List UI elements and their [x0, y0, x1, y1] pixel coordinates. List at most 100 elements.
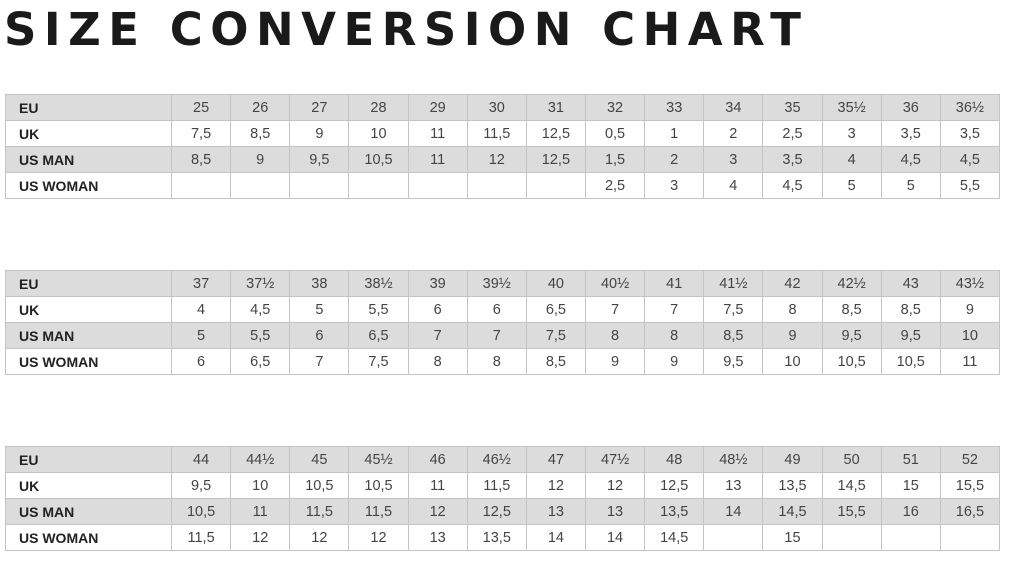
size-cell: 11 [407, 120, 468, 147]
size-cell: 15 [880, 472, 941, 499]
size-cell: 8,5 [525, 348, 586, 375]
size-cell: 14 [584, 524, 646, 551]
size-cell: 43 [880, 270, 941, 297]
size-cell: 4,5 [880, 146, 941, 173]
size-cell: 11 [407, 146, 468, 173]
size-cell: 51 [880, 446, 941, 473]
size-cell: 48½ [703, 446, 764, 473]
size-cell: 5,5 [939, 172, 1001, 199]
row-label: UK [5, 296, 172, 323]
size-cell: 10 [762, 348, 823, 375]
size-cell [821, 524, 882, 551]
size-cell: 11,5 [466, 120, 527, 147]
size-table-3: EU 44 44½ 45 45½ 46 46½ 47 47½ 48 48½ 49 50 51 52 UK 9,5… [5, 446, 1001, 551]
row-label: US WOMAN [5, 524, 172, 551]
size-cell: 2,5 [762, 120, 823, 147]
size-cell: 36½ [939, 94, 1001, 121]
size-cell: 9,5 [703, 348, 764, 375]
size-cell [348, 172, 409, 199]
size-cell: 11 [230, 498, 291, 525]
size-cell: 6 [170, 348, 232, 375]
size-cell: 9,5 [880, 322, 941, 349]
size-cell: 15,5 [821, 498, 882, 525]
size-cell: 25 [170, 94, 232, 121]
size-cell: 5 [880, 172, 941, 199]
size-cell: 11 [407, 472, 468, 499]
size-cell: 9 [289, 120, 350, 147]
size-cell: 12 [348, 524, 409, 551]
size-cell: 41½ [703, 270, 764, 297]
size-cell: 13,5 [762, 472, 823, 499]
size-cell: 47½ [584, 446, 646, 473]
size-cell: 8,5 [703, 322, 764, 349]
table-row-us-man: US MAN 5 5,5 6 6,5 7 7 7,5 8 8 8,5 9 9,5 9,5 10 [5, 322, 1001, 349]
size-cell: 11,5 [170, 524, 232, 551]
size-cell: 12,5 [525, 120, 586, 147]
size-cell [880, 524, 941, 551]
size-cell: 14 [703, 498, 764, 525]
size-cell: 37 [170, 270, 232, 297]
size-cell: 4 [170, 296, 232, 323]
size-cell: 49 [762, 446, 823, 473]
size-cell: 1,5 [584, 146, 646, 173]
row-label: UK [5, 120, 172, 147]
size-cell: 42 [762, 270, 823, 297]
size-cell: 3 [644, 172, 705, 199]
size-table-1: EU 25 26 27 28 29 30 31 32 33 34 35 35½ 36 36½ UK 7,5 8,5… [5, 94, 1001, 199]
size-cell: 6,5 [348, 322, 409, 349]
size-cell: 6 [407, 296, 468, 323]
size-cell: 13 [407, 524, 468, 551]
size-cell: 12 [230, 524, 291, 551]
size-cell: 14 [525, 524, 586, 551]
size-cell: 12 [466, 146, 527, 173]
size-cell [466, 172, 527, 199]
size-cell: 47 [525, 446, 586, 473]
size-cell: 7 [289, 348, 350, 375]
size-cell: 12 [289, 524, 350, 551]
row-label: US MAN [5, 322, 172, 349]
size-cell: 11,5 [466, 472, 527, 499]
row-label: UK [5, 472, 172, 499]
size-cell: 13,5 [466, 524, 527, 551]
size-cell [939, 524, 1001, 551]
size-cell: 2,5 [584, 172, 646, 199]
row-label: EU [5, 270, 172, 297]
size-cell: 8,5 [230, 120, 291, 147]
size-cell [230, 172, 291, 199]
size-cell: 12 [584, 472, 646, 499]
size-cell: 10 [230, 472, 291, 499]
size-cell: 1 [644, 120, 705, 147]
size-cell: 9,5 [170, 472, 232, 499]
size-cell: 29 [407, 94, 468, 121]
size-cell: 5 [170, 322, 232, 349]
table-row-us-woman: US WOMAN 6 6,5 7 7,5 8 8 8,5 9 9 9,5 10 10,5 10,5 11 [5, 348, 1001, 375]
size-cell: 3,5 [762, 146, 823, 173]
size-cell: 38 [289, 270, 350, 297]
size-cell: 7 [584, 296, 646, 323]
size-cell: 7,5 [525, 322, 586, 349]
size-cell: 7,5 [348, 348, 409, 375]
row-label: US WOMAN [5, 348, 172, 375]
size-cell: 5 [821, 172, 882, 199]
size-cell: 12 [407, 498, 468, 525]
size-cell: 13 [703, 472, 764, 499]
size-cell: 27 [289, 94, 350, 121]
size-cell: 13 [525, 498, 586, 525]
size-cell [289, 172, 350, 199]
table-row-eu: EU 37 37½ 38 38½ 39 39½ 40 40½ 41 41½ 42 42½ 43 43½ [5, 270, 1001, 297]
size-cell: 3,5 [880, 120, 941, 147]
size-cell: 7,5 [170, 120, 232, 147]
size-cell: 5,5 [348, 296, 409, 323]
size-cell: 12,5 [644, 472, 705, 499]
size-cell: 12,5 [525, 146, 586, 173]
size-cell: 0,5 [584, 120, 646, 147]
size-cell: 8 [407, 348, 468, 375]
table-row-eu: EU 44 44½ 45 45½ 46 46½ 47 47½ 48 48½ 49 50 51 52 [5, 446, 1001, 473]
row-label: US WOMAN [5, 172, 172, 199]
table-row-uk: UK 7,5 8,5 9 10 11 11,5 12,5 0,5 1 2 2,5 3 3,5 3,5 [5, 120, 1001, 147]
size-cell: 39 [407, 270, 468, 297]
size-cell: 39½ [466, 270, 527, 297]
table-row-us-woman: US WOMAN 11,5 12 12 12 13 13,5 14 14 14,5 15 [5, 524, 1001, 551]
size-cell: 40 [525, 270, 586, 297]
size-cell: 33 [644, 94, 705, 121]
